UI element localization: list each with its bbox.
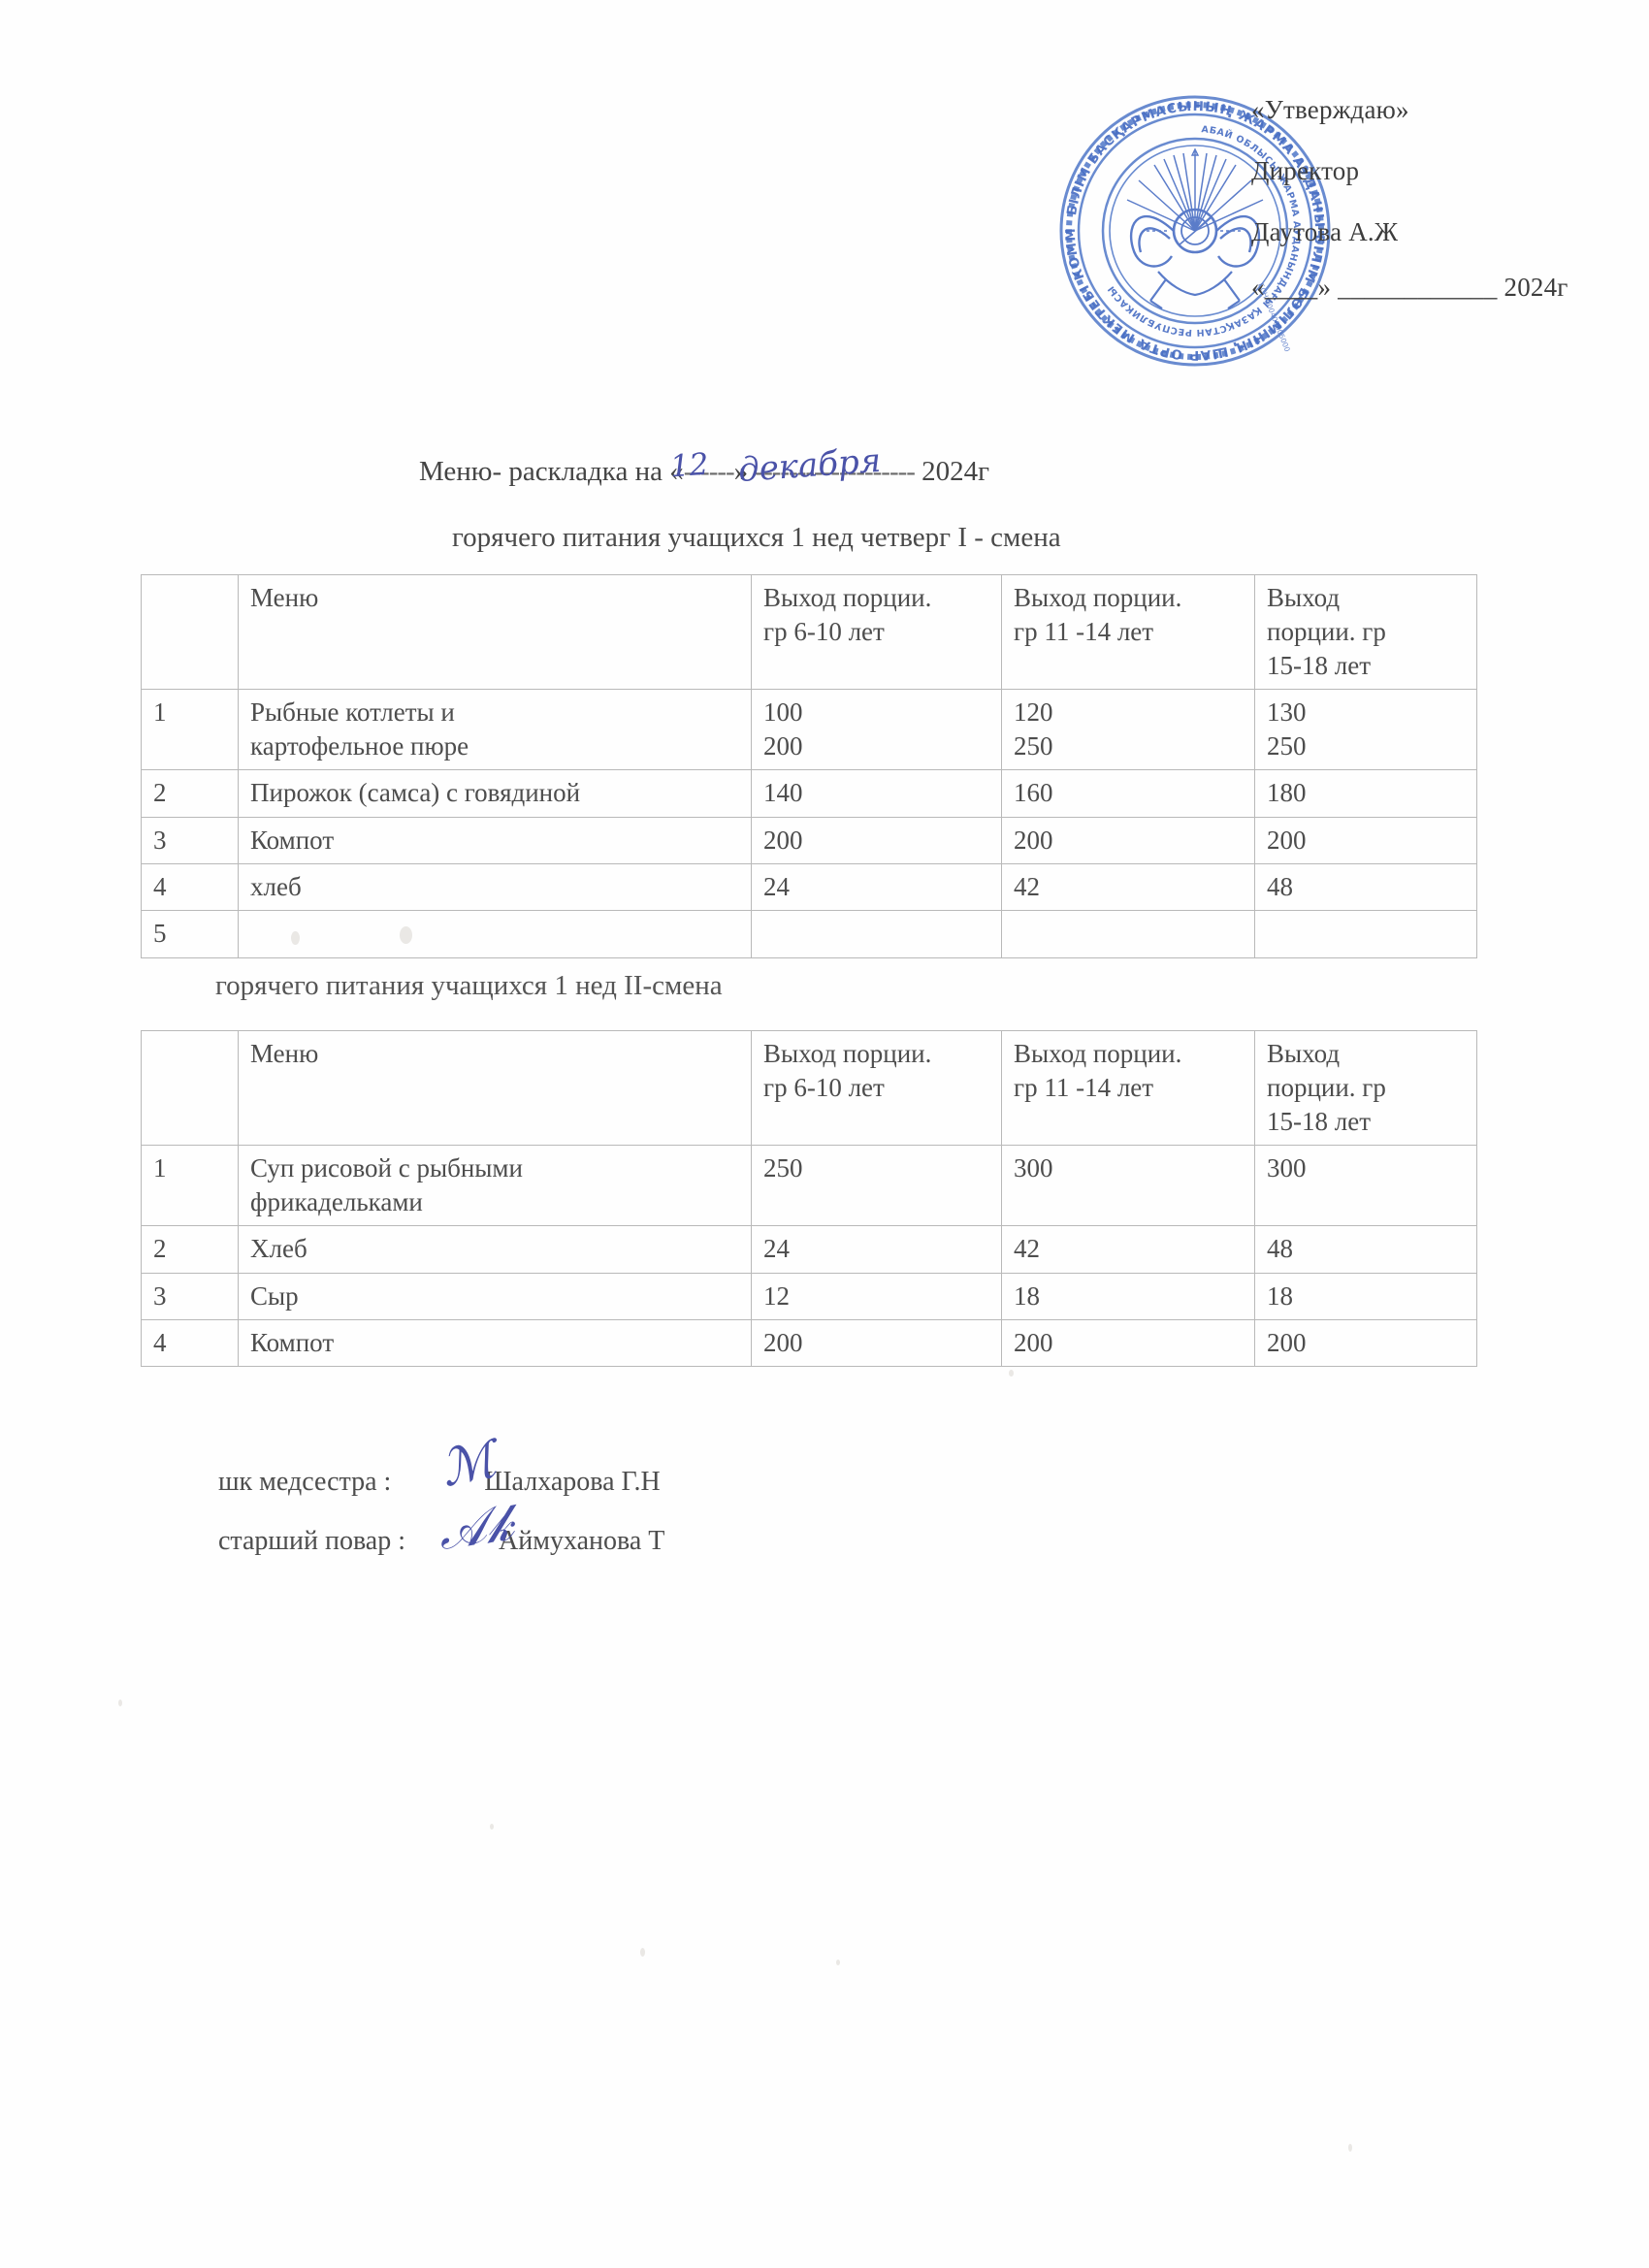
approval-label: «Утверждаю» xyxy=(1251,95,1409,124)
row-p3: 200 xyxy=(1254,1318,1477,1367)
row-p3: 18 xyxy=(1254,1272,1477,1320)
row-menu: Сыр xyxy=(238,1272,752,1320)
row-menu: Компот xyxy=(238,1318,752,1367)
header-portion-15-18: Выход порции. гр 15-18 лет xyxy=(1254,1029,1477,1147)
row-menu: Пирожок (самса) с говядиной xyxy=(238,769,752,818)
handwritten-signature-chef: 𝒜𝓀 xyxy=(435,1493,517,1563)
row-num: 3 xyxy=(141,816,239,864)
title-year: 2024г xyxy=(922,456,990,487)
row-menu: Компот xyxy=(238,816,752,864)
row-p2: 300 xyxy=(1001,1145,1255,1227)
menu-table-shift-2: Меню Выход порции. гр 6-10 лет Выход пор… xyxy=(141,1029,1477,1367)
title-prefix: Меню- раскладка на xyxy=(419,456,663,487)
section-heading-1: горячего питания учащихся 1 нед четверг … xyxy=(452,522,1061,553)
table-row: 3 Компот 200 200 200 xyxy=(141,816,1477,864)
row-num: 3 xyxy=(141,1272,239,1320)
row-p1: 250 xyxy=(751,1145,1002,1227)
document-title: Меню- раскладка на «------ 12 » ----------… xyxy=(419,441,990,490)
row-p2: 200 xyxy=(1001,1318,1255,1367)
nurse-name: Шалхарова Г.Н xyxy=(484,1467,661,1497)
row-p3: 48 xyxy=(1254,862,1477,911)
row-menu: хлеб xyxy=(238,862,752,911)
director-title: Директор xyxy=(1251,156,1360,185)
row-p2: 200 xyxy=(1001,816,1255,864)
row-num: 1 xyxy=(141,1145,239,1227)
header-menu: Меню xyxy=(238,573,752,691)
row-p2: 42 xyxy=(1001,862,1255,911)
table-header-row: Меню Выход порции. гр 6-10 лет Выход пор… xyxy=(141,1029,1477,1147)
row-p1 xyxy=(751,909,1002,958)
row-p2: 18 xyxy=(1001,1272,1255,1320)
nurse-role-label: шк медсестра : xyxy=(218,1467,392,1497)
header-portion-15-18: Выход порции. гр 15-18 лет xyxy=(1254,573,1477,691)
row-p3: 200 xyxy=(1254,816,1477,864)
row-menu: Рыбные котлеты и картофельное пюре xyxy=(238,689,752,771)
row-p2 xyxy=(1001,909,1255,958)
chef-name: Аймуханова Т xyxy=(499,1526,665,1556)
day-blank: ------ xyxy=(683,456,735,487)
row-menu xyxy=(238,909,752,958)
row-p1: 140 xyxy=(751,769,1002,818)
row-p3: 130 250 xyxy=(1254,689,1477,771)
header-menu: Меню xyxy=(238,1029,752,1147)
header-portion-11-14: Выход порции. гр 11 -14 лет xyxy=(1001,1029,1255,1147)
row-p1: 200 xyxy=(751,816,1002,864)
row-p1: 24 xyxy=(751,862,1002,911)
row-p3: 300 xyxy=(1254,1145,1477,1227)
table-header-row: Меню Выход порции. гр 6-10 лет Выход пор… xyxy=(141,573,1477,691)
table-row: 3 Сыр 12 18 18 xyxy=(141,1272,1477,1320)
row-num: 1 xyxy=(141,689,239,771)
row-menu: Суп рисовой с рыбными фрикадельками xyxy=(238,1145,752,1227)
row-p1: 100 200 xyxy=(751,689,1002,771)
approval-block: «Утверждаю» Директор Даутова А.Ж «____» … xyxy=(1251,97,1620,336)
table-row: 1 Суп рисовой с рыбными фрикадельками 25… xyxy=(141,1145,1477,1227)
row-p1: 200 xyxy=(751,1318,1002,1367)
row-p1: 12 xyxy=(751,1272,1002,1320)
handwritten-signature-nurse: ℳ xyxy=(436,1430,501,1500)
header-portion-6-10: Выход порции. гр 6-10 лет xyxy=(751,1029,1002,1147)
table-row: 4 Компот 200 200 200 xyxy=(141,1318,1477,1367)
row-num: 2 xyxy=(141,769,239,818)
row-p3: 180 xyxy=(1254,769,1477,818)
approval-date-line: «____» ____________ 2024г xyxy=(1251,273,1568,302)
row-p3: 48 xyxy=(1254,1225,1477,1274)
header-portion-6-10: Выход порции. гр 6-10 лет xyxy=(751,573,1002,691)
row-p2: 160 xyxy=(1001,769,1255,818)
row-p3 xyxy=(1254,909,1477,958)
table-row: 2 Хлеб 24 42 48 xyxy=(141,1225,1477,1274)
title-quote-close: » xyxy=(733,456,749,487)
row-num: 2 xyxy=(141,1225,239,1274)
row-num: 5 xyxy=(141,909,239,958)
header-num xyxy=(141,573,239,691)
header-num xyxy=(141,1029,239,1147)
row-num: 4 xyxy=(141,862,239,911)
row-num: 4 xyxy=(141,1318,239,1367)
day-handwritten: 12 xyxy=(668,446,710,485)
row-p2: 42 xyxy=(1001,1225,1255,1274)
header-portion-11-14: Выход порции. гр 11 -14 лет xyxy=(1001,573,1255,691)
signature-line-nurse: шк медсестра : Шалхарова Г.Н xyxy=(218,1467,661,1498)
table-row: 2 Пирожок (самса) с говядиной 140 160 18… xyxy=(141,769,1477,818)
menu-table-shift-1: Меню Выход порции. гр 6-10 лет Выход пор… xyxy=(141,573,1477,958)
table-row: 4 хлеб 24 42 48 xyxy=(141,862,1477,911)
row-p1: 24 xyxy=(751,1225,1002,1274)
month-blank: ------------------- xyxy=(755,456,915,487)
signature-line-chef: старший повар : Аймуханова Т xyxy=(218,1526,664,1557)
table-row: 5 xyxy=(141,909,1477,958)
section-heading-2: горячего питания учащихся 1 нед II-смена xyxy=(215,970,723,1001)
title-quote-open: « xyxy=(669,456,684,487)
director-name: Даутова А.Ж xyxy=(1251,217,1399,246)
row-p2: 120 250 xyxy=(1001,689,1255,771)
chef-role-label: старший повар : xyxy=(218,1526,406,1556)
row-menu: Хлеб xyxy=(238,1225,752,1274)
table-row: 1 Рыбные котлеты и картофельное пюре 100… xyxy=(141,689,1477,771)
